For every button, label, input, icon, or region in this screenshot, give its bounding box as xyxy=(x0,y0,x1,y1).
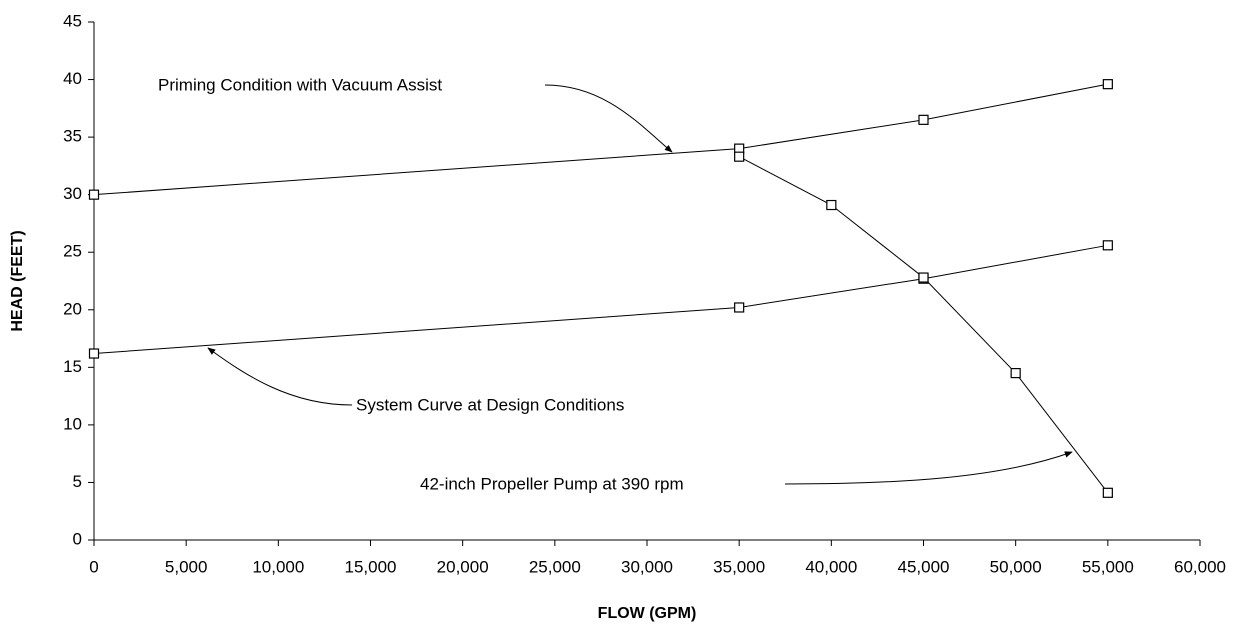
x-tick-label: 20,000 xyxy=(437,557,489,576)
point-marker xyxy=(734,302,745,313)
point-marker xyxy=(1102,487,1113,498)
point-marker xyxy=(918,272,929,283)
series-line xyxy=(93,244,1108,355)
point-marker xyxy=(1010,367,1021,379)
x-tick-label: 40,000 xyxy=(805,557,857,576)
x-tick-label: 25,000 xyxy=(529,557,581,576)
y-tick-label: 10 xyxy=(63,414,82,433)
annotation-arrow xyxy=(544,84,673,153)
y-tick-label: 25 xyxy=(63,242,82,261)
y-tick-label: 20 xyxy=(63,299,82,318)
y-tick-label: 15 xyxy=(63,357,82,376)
x-tick-label: 10,000 xyxy=(252,557,304,576)
point-marker xyxy=(1102,79,1113,90)
x-tick-label: 30,000 xyxy=(621,557,673,576)
point-marker xyxy=(88,189,100,200)
x-tick-label: 35,000 xyxy=(713,557,765,576)
x-tick-label: 0 xyxy=(89,557,98,576)
series-line xyxy=(93,83,1108,196)
x-tick-label: 50,000 xyxy=(990,557,1042,576)
point-marker xyxy=(826,199,837,211)
y-axis-title: HEAD (FEET) xyxy=(9,230,26,331)
x-tick-label: 45,000 xyxy=(898,557,950,576)
y-tick-label: 35 xyxy=(63,127,82,146)
x-axis-title: FLOW (GPM) xyxy=(598,605,697,622)
y-tick-label: 5 xyxy=(73,472,82,491)
annotation-arrow xyxy=(207,347,353,406)
annotation-arrow xyxy=(784,451,1073,485)
x-tick-label: 60,000 xyxy=(1174,557,1226,576)
x-tick-label: 15,000 xyxy=(345,557,397,576)
annotation: 42-inch Propeller Pump at 390 rpm xyxy=(420,474,684,493)
series-line xyxy=(738,156,1109,494)
y-tick-label: 45 xyxy=(63,11,82,30)
point-marker xyxy=(1102,240,1113,251)
x-tick-label: 5,000 xyxy=(165,557,208,576)
point-marker xyxy=(918,114,929,125)
point-marker xyxy=(734,151,745,162)
point-marker xyxy=(88,348,100,359)
annotation: System Curve at Design Conditions xyxy=(356,395,624,414)
y-tick-label: 40 xyxy=(63,69,82,88)
y-tick-label: 30 xyxy=(63,184,82,203)
y-tick-label: 0 xyxy=(73,529,82,548)
annotation: Priming Condition with Vacuum Assist xyxy=(158,75,442,94)
x-tick-label: 55,000 xyxy=(1082,557,1134,576)
